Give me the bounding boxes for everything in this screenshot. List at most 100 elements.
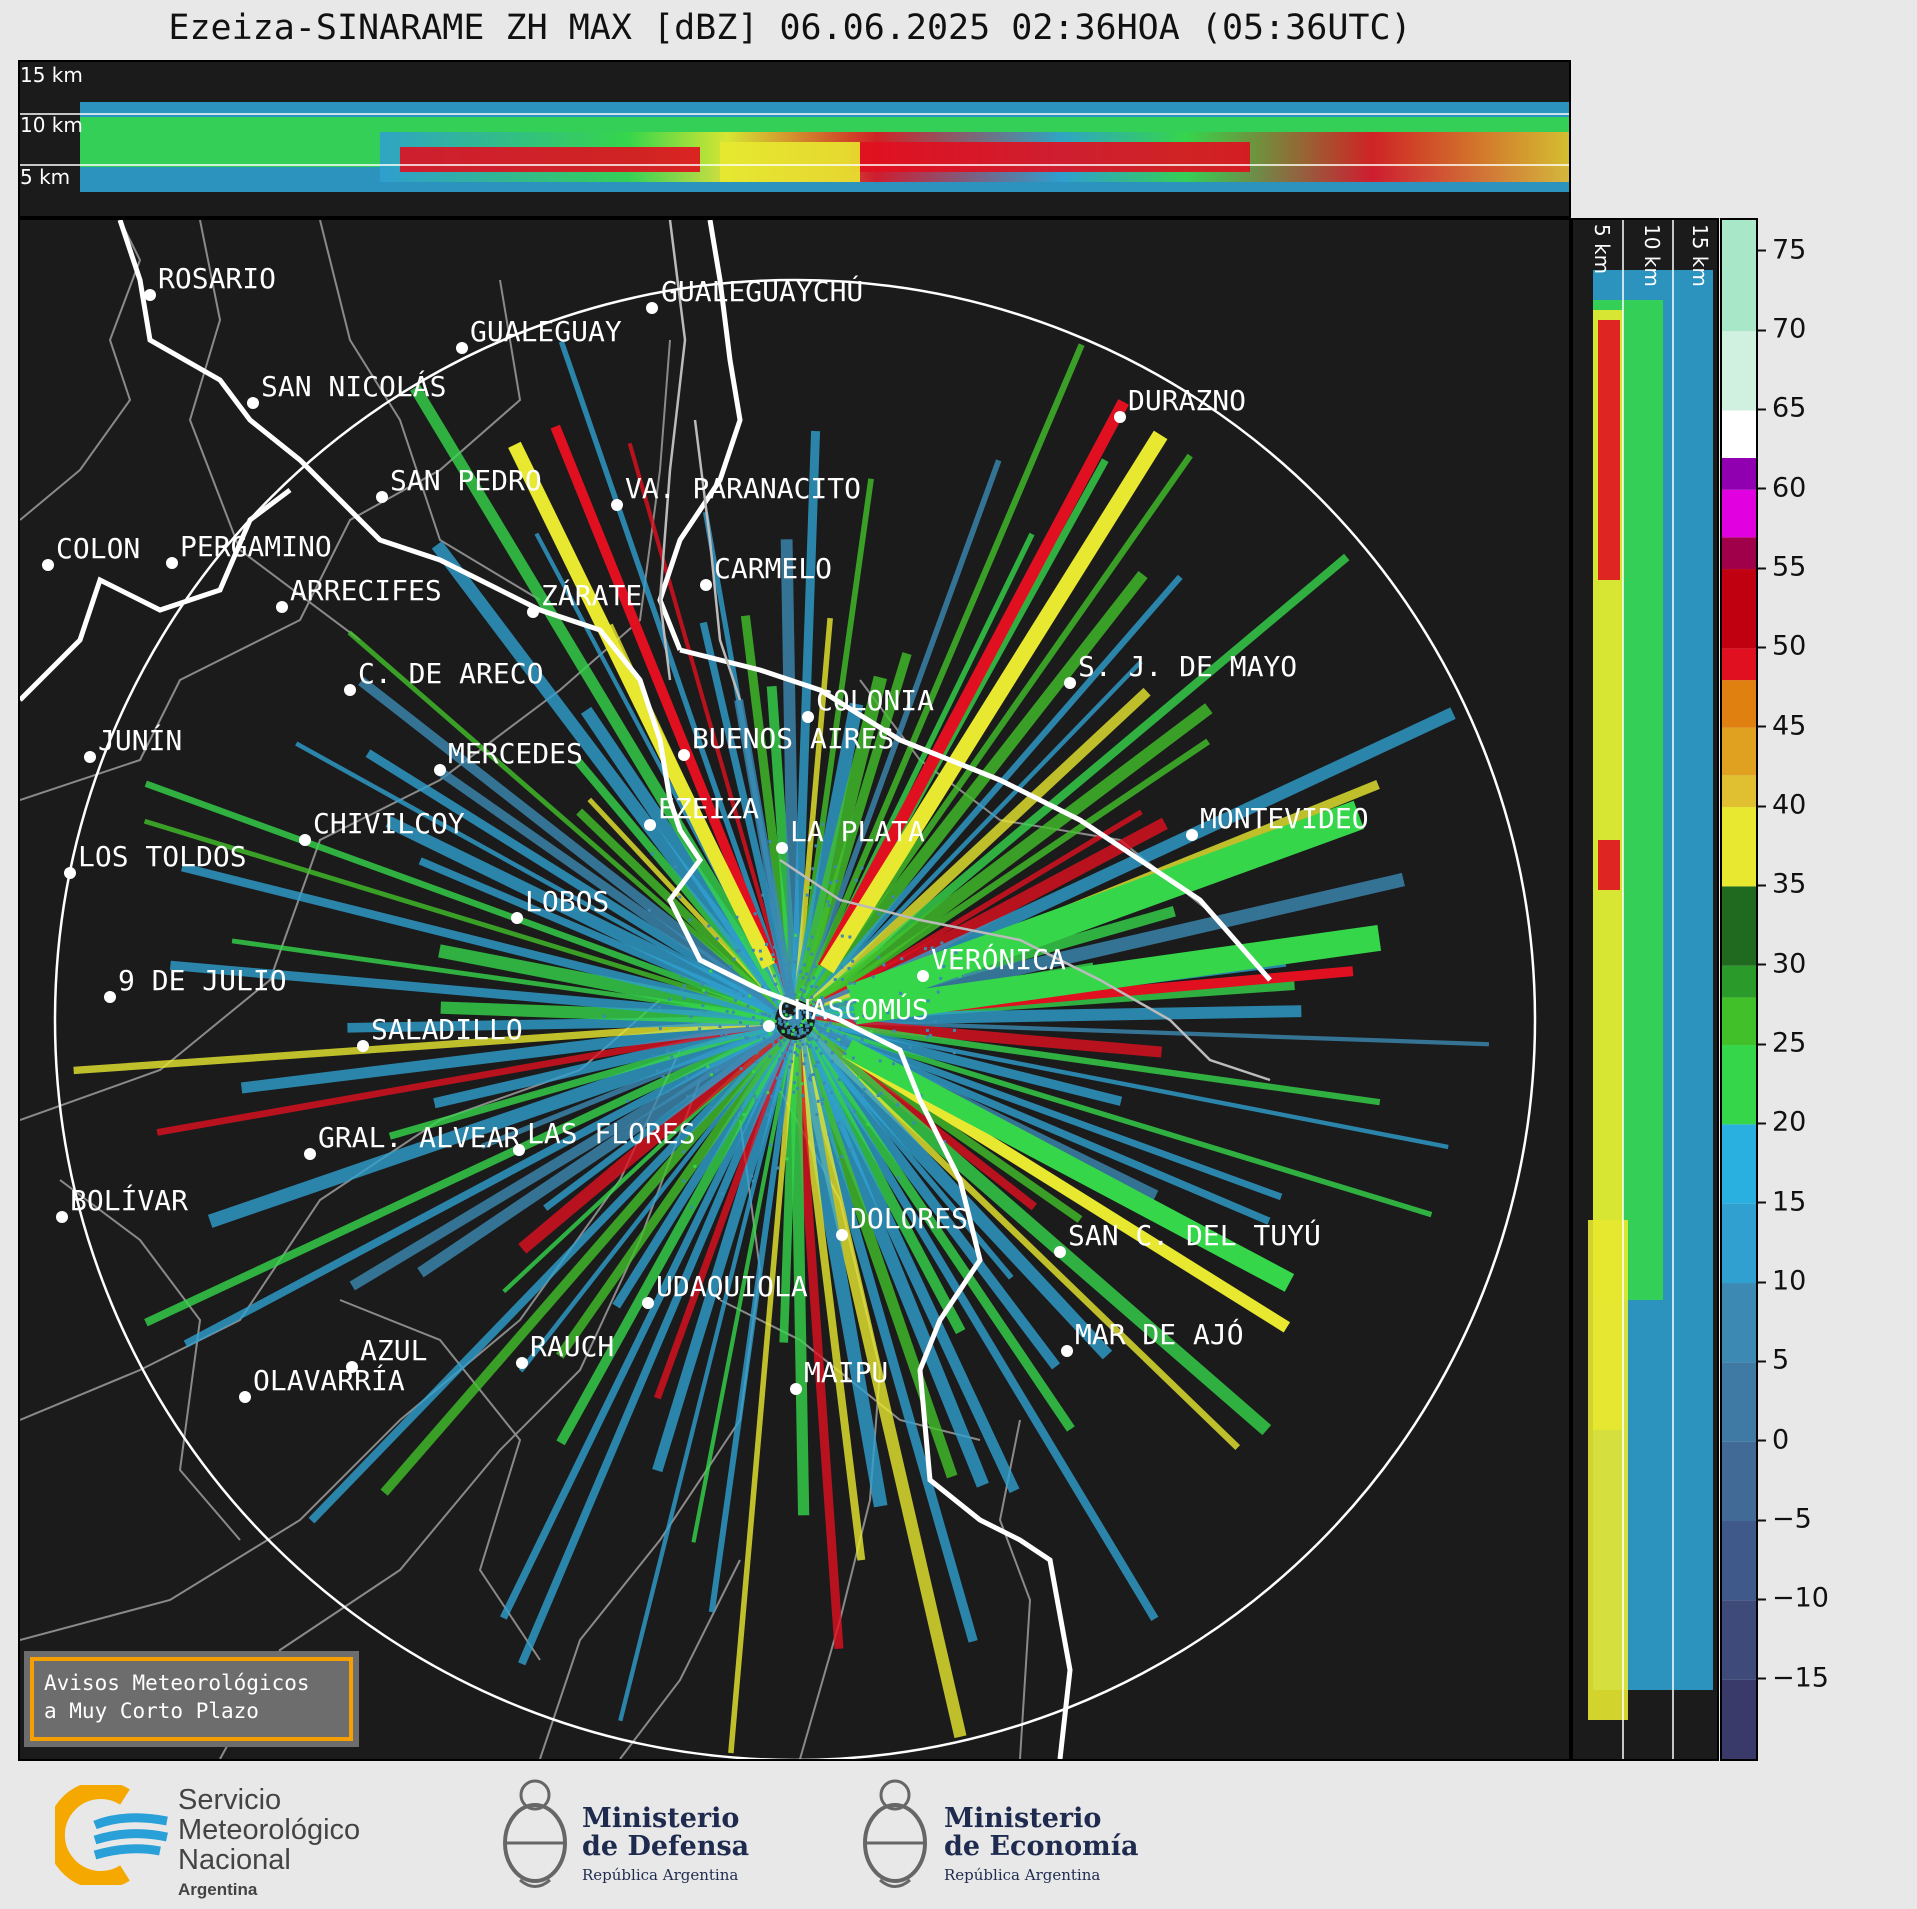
clutter-pixel [779,1012,783,1016]
defensa-line-2: de Defensa [582,1831,750,1862]
clutter-pixel [807,1038,811,1042]
clutter-pixel [768,1031,772,1035]
clutter-pixel [772,998,776,1002]
clutter-pixel [824,1040,828,1044]
clutter-pixel [755,1060,759,1064]
radar-ray [144,780,778,1017]
profile-band [850,142,1250,172]
clutter-pixel [761,1012,765,1016]
smn-line-3: Nacional [178,1844,291,1876]
city-label: AZUL [360,1334,427,1367]
clutter-pixel [816,1060,820,1064]
clutter-pixel [720,1192,724,1196]
radar-ray [805,1028,1272,1436]
clutter-pixel [886,1011,890,1015]
clutter-pixel [685,1075,689,1079]
clutter-pixel [807,978,811,982]
clutter-pixel [814,985,818,989]
clutter-pixel [926,999,930,1003]
clutter-pixel [790,1026,794,1030]
economia-line-1: Ministerio [944,1803,1102,1834]
clutter-pixel [919,1094,923,1098]
clutter-pixel [801,986,805,990]
clutter-pixel [778,1087,782,1091]
colorbar-tick-label: 75 [1772,234,1807,266]
clutter-pixel [793,1031,797,1035]
clutter-pixel [787,986,791,990]
clutter-pixel [879,944,883,948]
city-label: ARRECIFES [290,574,442,607]
clutter-pixel [758,949,762,953]
clutter-pixel [701,988,705,992]
clutter-pixel [793,993,797,997]
colorbar-tick-label: 15 [1772,1186,1807,1218]
clutter-pixel [948,1109,952,1113]
radar-map[interactable]: ROSARIO GUALEGUAYCHÚ GUALEGUAY SAN NICOLÁS D… [18,218,1571,1761]
city-label: LA PLATA [790,815,925,848]
city-marker [346,1361,358,1373]
city-marker [84,751,96,763]
city-marker [1061,1345,1073,1357]
clutter-pixel [860,1037,864,1041]
radar-ray [207,1020,779,1228]
clutter-pixel [797,1034,801,1038]
radar-ray [813,1023,1433,1218]
city-marker [56,1211,68,1223]
city-label: S. J. DE MAYO [1078,650,1297,683]
clutter-pixel [783,1057,787,1061]
clutter-pixel [710,1106,714,1110]
colorbar-segment [1722,680,1756,728]
colorbar-segment [1722,1362,1756,1442]
clutter-pixel [777,1017,781,1021]
warnings-button[interactable]: Avisos Meteorológicos a Muy Corto Plazo [24,1651,359,1747]
city-label: LOBOS [525,885,609,918]
colorbar-segment [1722,331,1756,411]
clutter-pixel [666,1089,670,1093]
radar-ray [518,1036,791,1666]
clutter-pixel [744,1050,748,1054]
colorbar-tick-label: 5 [1772,1344,1790,1376]
colorbar-segment [1722,775,1756,808]
radar-ray [347,630,782,1009]
city-label: 9 DE JULIO [118,964,287,997]
clutter-pixel [840,934,844,938]
clutter-pixel [809,1074,813,1078]
city-marker [1054,1246,1066,1258]
city-label: PERGAMINO [180,530,332,563]
clutter-pixel [753,1094,757,1098]
clutter-pixel [812,1016,816,1020]
clutter-pixel [810,995,814,999]
radar-ray [143,818,777,1017]
clutter-pixel [934,1020,938,1024]
colorbar-segment [1722,1679,1756,1759]
clutter-pixel [752,993,756,997]
defensa-coat-of-arms-icon [503,1779,567,1888]
clutter-pixel [749,991,753,995]
clutter-pixel [830,1051,834,1055]
clutter-pixel [814,1046,818,1050]
clutter-pixel [709,969,713,973]
radar-ray [728,1039,797,1754]
clutter-pixel [788,961,792,965]
radar-echo-band [843,1039,1295,1292]
clutter-pixel [833,865,837,869]
clutter-pixel [658,1005,662,1009]
clutter-pixel [682,996,686,1000]
radar-echo-band [508,441,775,970]
colorbar-segment [1722,489,1756,538]
clutter-pixel [826,1029,830,1033]
clutter-pixel [666,1049,670,1053]
clutter-pixel [854,878,858,882]
colorbar-tick: 15 [1758,1186,1806,1217]
city-marker [917,970,929,982]
clutter-pixel [891,895,895,899]
clutter-pixel [787,1028,791,1032]
clutter-pixel [802,989,806,993]
radar-ray [433,1019,777,1109]
clutter-pixel [821,822,825,826]
city-label: JUNÍN [98,723,182,757]
radar-echo-band [846,800,1364,1014]
clutter-pixel [772,1043,776,1047]
clutter-pixel [925,1028,929,1032]
clutter-pixel [802,963,806,967]
